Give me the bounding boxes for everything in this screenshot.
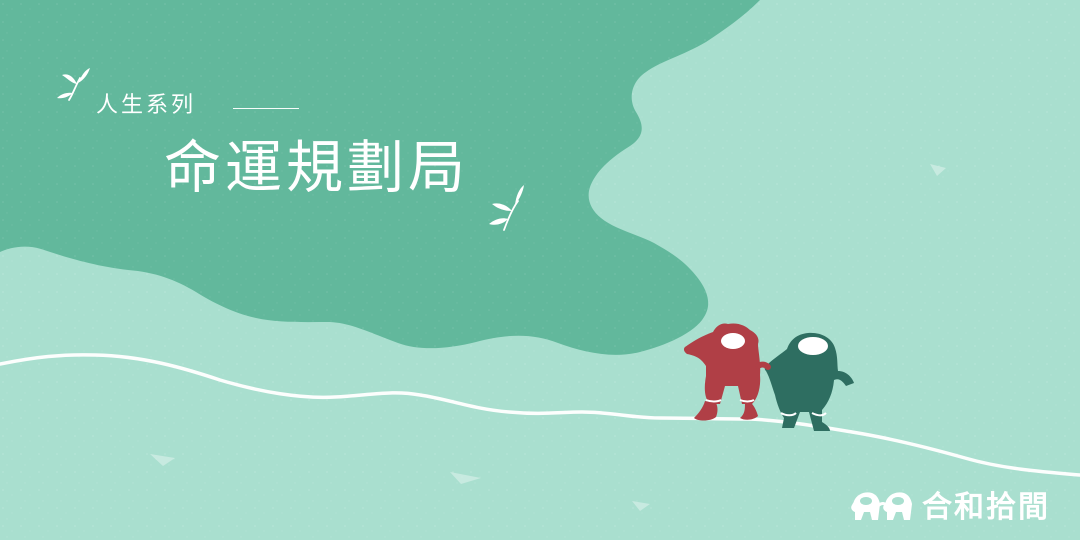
teal-character-icon xyxy=(755,332,854,431)
series-divider xyxy=(233,108,299,109)
brand-logo: 合和拾間 xyxy=(848,489,1050,527)
sprout-icon xyxy=(57,68,90,101)
series-title: 人生系列 xyxy=(96,93,197,118)
foreground-speckles xyxy=(150,164,946,511)
shadow-texture xyxy=(0,0,760,355)
page-title: 命運規劃局 xyxy=(164,135,469,201)
brand-name: 合和拾間 xyxy=(922,490,1050,525)
ground-line xyxy=(0,353,1080,477)
red-character-icon xyxy=(683,323,761,421)
twin-figures-logo-icon xyxy=(851,492,912,520)
sprout-icon xyxy=(489,185,524,231)
